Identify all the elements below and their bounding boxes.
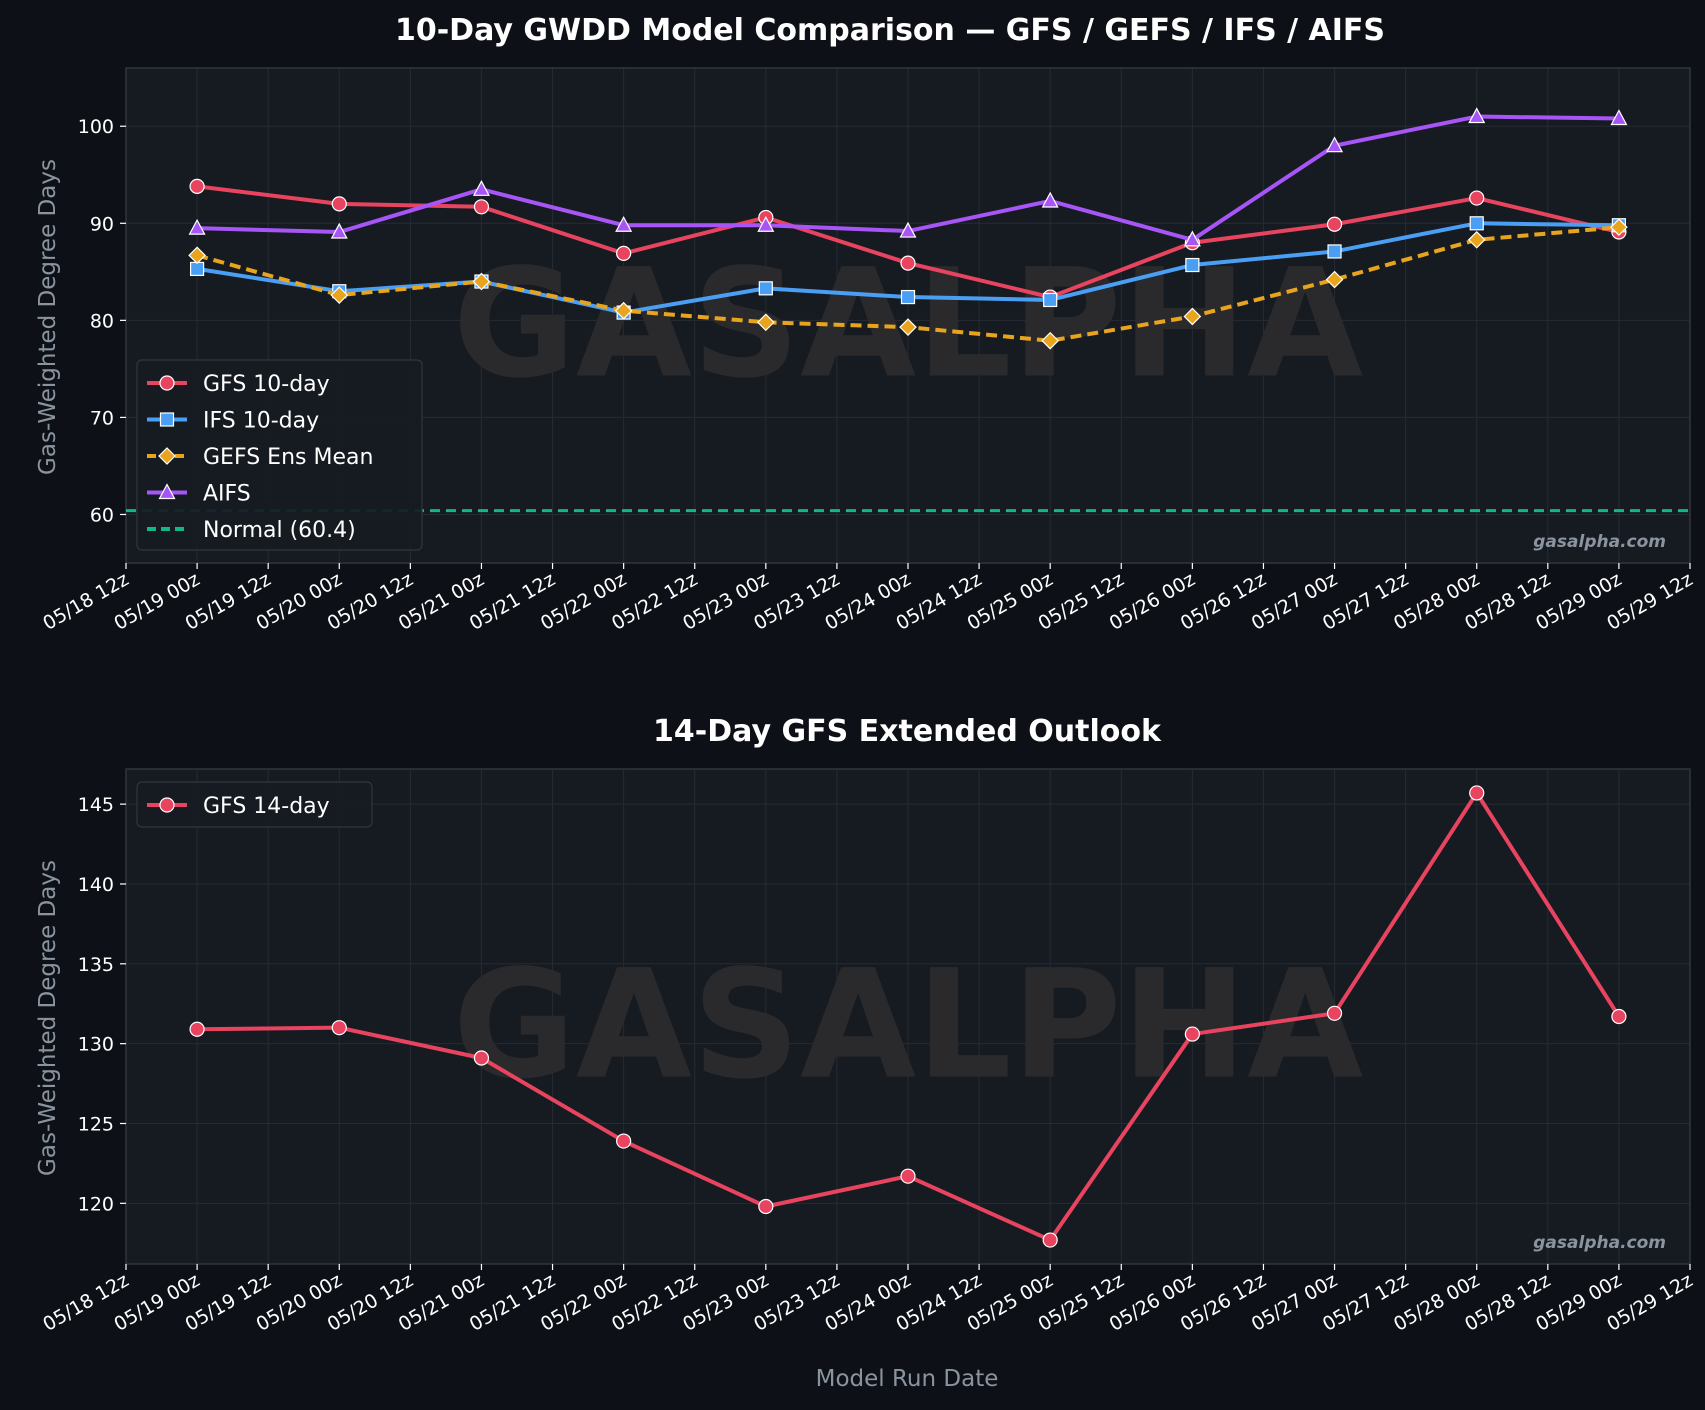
data-point-marker [330,222,348,239]
legend-item: GFS 10-day [147,372,330,397]
data-point-marker [473,1050,490,1066]
data-point-marker [1184,1026,1200,1042]
legend-label: Normal (60.4) [203,518,356,543]
legend-item: IFS 10-day [147,409,319,434]
legend-item: GFS 14-day [147,794,330,819]
credit-text: gasalpha.com [1533,1233,1666,1253]
data-point-marker [756,313,775,332]
data-point-marker [616,245,632,261]
data-point-marker [1610,218,1628,237]
legend-label: GFS 14-day [203,794,330,819]
y-tick-label: 80 [90,310,114,332]
data-point-marker [758,281,773,296]
data-point-marker [757,215,775,232]
series-gfs-14-day [189,785,1627,1248]
y-tick-label: 120 [78,1193,114,1215]
legend-label: GEFS Ens Mean [203,445,373,470]
data-point-marker [1185,257,1200,273]
legend: GFS 14-day [136,781,373,828]
data-point-marker [900,289,916,305]
y-tick-label: 145 [78,794,114,816]
data-point-marker [1468,107,1486,124]
legend-item: AIFS [147,482,251,507]
watermark-text: GASALPHA [453,939,1363,1113]
data-point-marker [615,215,633,232]
y-tick-label: 90 [90,213,114,235]
data-point-marker [1042,1232,1058,1248]
data-point-marker [188,246,206,265]
legend-swatch-marker [158,483,176,500]
data-point-marker [1467,230,1486,249]
credit-text: gasalpha.com [1533,532,1666,552]
data-point-marker [1469,785,1485,801]
legend-label: IFS 10-day [203,409,319,434]
data-point-marker [330,286,349,304]
legend-box [136,359,423,551]
data-point-marker [188,218,206,235]
data-point-marker [614,301,633,320]
data-point-marker [899,318,917,336]
data-point-marker [331,1020,347,1036]
data-point-marker [1327,244,1342,259]
legend-label: GFS 10-day [203,372,330,397]
legend-swatch-marker [159,797,175,813]
data-point-marker [473,199,490,215]
legend-item: Normal (60.4) [147,518,356,543]
y-tick-label: 100 [78,116,114,138]
data-point-marker [472,272,491,291]
data-point-marker [900,1168,916,1184]
data-point-marker [899,221,917,238]
y-axis-label: Gas-Weighted Degree Days [35,860,61,1176]
data-point-marker [1326,136,1344,153]
legend-box [136,781,373,828]
y-tick-label: 70 [90,407,114,429]
data-point-marker [331,196,347,212]
y-tick-label: 140 [78,874,114,896]
data-point-marker [758,1198,774,1215]
y-axis-label: Gas-Weighted Degree Days [35,159,61,475]
legend-swatch-marker [158,447,176,465]
data-point-marker [189,178,205,195]
legend-swatch-marker [159,375,175,391]
data-point-marker [1611,1008,1627,1025]
chart-title: 10-Day GWDD Model Comparison — GFS / GEF… [395,13,1385,48]
legend: GFS 10-day IFS 10-day GEFS Ens Mean AIFS Nor… [136,359,423,551]
x-axis-label: Model Run Date [816,1366,999,1392]
data-point-marker [1041,191,1059,208]
data-point-marker [1469,190,1485,206]
data-point-marker [1469,216,1484,231]
legend-item: GEFS Ens Mean [147,445,373,470]
y-tick-label: 125 [78,1113,114,1135]
data-point-marker [1325,270,1344,289]
data-point-marker [1183,230,1201,247]
series-gefs-ens-mean [188,218,1628,350]
data-point-marker [1183,307,1202,326]
data-point-marker [900,255,916,271]
data-point-marker [472,180,490,196]
legend-swatch-marker [159,412,175,427]
data-point-marker [1041,331,1060,350]
data-point-marker [616,1133,632,1149]
data-point-marker [1043,292,1058,308]
y-tick-label: 130 [78,1034,114,1056]
data-point-marker [1326,216,1343,232]
y-axis: 60 70 80 90 100 [78,116,126,526]
legend-label: AIFS [203,482,251,507]
y-tick-label: 135 [78,954,114,976]
data-point-marker [189,1021,205,1037]
panel-10-day-comparison: 10-Day GWDD Model Comparison — GFS / GEF… [35,13,1697,635]
chart-title: 14-Day GFS Extended Outlook [653,714,1162,749]
data-point-marker [1326,1005,1343,1021]
data-point-marker [189,261,205,277]
y-axis: 120 125 130 135 140 145 [78,794,126,1215]
data-point-marker [1610,109,1628,126]
y-tick-label: 60 [90,504,114,526]
series-aifs [188,107,1628,247]
